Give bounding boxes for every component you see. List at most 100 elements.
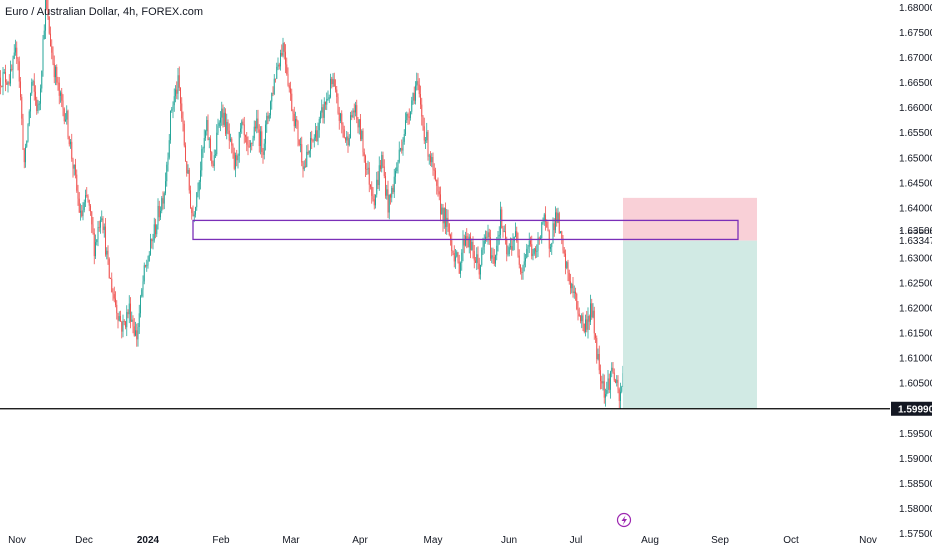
candle-body [37, 104, 39, 111]
candle-body [267, 115, 269, 119]
candle-body [312, 140, 314, 142]
candle-body [506, 239, 508, 255]
candle-body [425, 140, 426, 142]
y-axis[interactable]: 1.68000 1.67500 1.67000 1.66500 1.66000 1.655… [891, 3, 932, 540]
candle-body [602, 381, 604, 384]
y-tick-label: 1.64500 [899, 178, 932, 189]
y-tick-label: 1.67500 [899, 28, 932, 39]
candle-body [367, 167, 369, 170]
candle-body [222, 108, 224, 125]
candle-body [510, 246, 511, 248]
candle-body [440, 194, 441, 215]
candle-body [88, 200, 90, 206]
candle-body [127, 312, 129, 315]
x-axis[interactable]: Nov Dec 2024 Feb Mar Apr May Jun Jul Aug Sep Oct Nov [8, 535, 877, 546]
candle-body [265, 124, 266, 144]
candle-body [561, 231, 563, 239]
candle-body [408, 116, 410, 118]
candle-body [370, 184, 371, 187]
candle-body [93, 232, 95, 257]
candle-body [232, 145, 234, 153]
candle-body [368, 167, 370, 185]
candle-body [593, 310, 595, 334]
candle-body [285, 51, 286, 65]
candle-body [395, 171, 396, 177]
candle-body [125, 321, 126, 328]
candle-body [427, 131, 429, 157]
candle-body [61, 92, 63, 101]
candle-body [26, 141, 28, 147]
candle-body [35, 91, 36, 100]
candle-body [205, 131, 206, 138]
candle-body [238, 131, 240, 156]
candle-body [521, 271, 523, 273]
candle-body [351, 115, 353, 117]
candle-body [432, 157, 434, 170]
candle-body [363, 152, 365, 156]
candle-body [397, 161, 399, 168]
y-tick-label: 1.61500 [899, 329, 932, 340]
candle-body [243, 124, 245, 136]
candle-body [165, 181, 166, 194]
candle-body [121, 321, 123, 332]
candle-body [333, 79, 335, 87]
candle-body [303, 166, 305, 170]
candle-body [280, 53, 281, 67]
candle-body [256, 118, 258, 129]
candle-body [50, 33, 51, 47]
candle-body [433, 169, 435, 171]
candle-body [471, 241, 473, 250]
candle-body [451, 240, 453, 252]
candle-body [585, 319, 586, 333]
candle-body [421, 104, 423, 117]
candle-body [358, 119, 360, 128]
candle-body [541, 222, 543, 239]
candle-body [48, 16, 50, 34]
candle-body [67, 110, 69, 137]
candle-body [90, 205, 91, 212]
candle-body [22, 118, 24, 150]
candle-body [235, 155, 236, 169]
candle-body [452, 251, 454, 254]
candle-body [178, 75, 180, 88]
candle-body [462, 239, 464, 253]
candle-body [183, 123, 185, 146]
candle-body [512, 241, 514, 250]
candle-body [608, 378, 610, 390]
candle-body [555, 212, 556, 231]
candle-body [13, 52, 15, 59]
candle-body [385, 175, 386, 196]
candle-body [568, 272, 570, 282]
candle-body [565, 253, 566, 268]
candle-body [537, 237, 539, 251]
candle-body [95, 242, 96, 257]
candle-body [295, 118, 296, 127]
current-price-label: 1.63347 [899, 236, 932, 247]
candle-body [530, 240, 531, 245]
candle-body [417, 81, 419, 85]
candle-body [130, 303, 131, 322]
lightning-icon[interactable] [616, 512, 632, 528]
x-tick-label: May [424, 535, 443, 546]
candle-body [21, 97, 23, 119]
candle-body [413, 92, 415, 101]
candle-body [251, 143, 253, 144]
candle-body [172, 105, 174, 110]
candle-body [275, 78, 276, 80]
candle-body [492, 255, 494, 257]
candle-body [600, 370, 601, 382]
candle-body [297, 121, 299, 140]
candle-body [597, 354, 599, 360]
y-tick-label: 1.60500 [899, 379, 932, 390]
candle-body [613, 372, 615, 381]
candle-body [158, 205, 160, 218]
candle-body [83, 202, 85, 211]
candle-body [86, 195, 88, 197]
candle-body [503, 231, 505, 233]
candle-body [445, 208, 446, 227]
candle-body [5, 71, 6, 83]
candle-body [466, 236, 468, 241]
candle-body [505, 231, 506, 240]
candle-body [551, 243, 553, 248]
